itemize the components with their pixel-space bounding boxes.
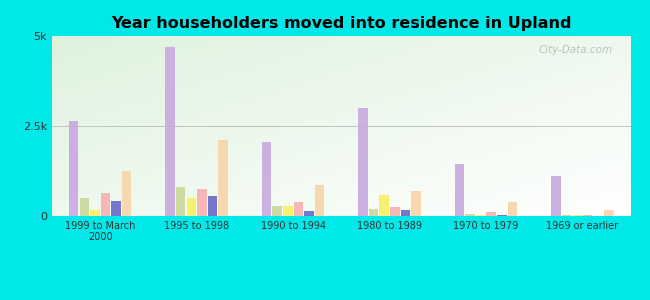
Bar — [272, 206, 282, 216]
Bar — [111, 200, 121, 216]
Bar — [369, 209, 378, 216]
Bar — [562, 215, 571, 216]
Bar — [101, 193, 111, 216]
Bar — [176, 187, 185, 216]
Bar — [90, 210, 99, 216]
Bar — [197, 189, 207, 216]
Bar — [380, 195, 389, 216]
Bar — [122, 171, 131, 216]
Bar — [208, 196, 217, 216]
Bar — [486, 212, 496, 216]
Bar — [390, 207, 400, 216]
Bar — [358, 108, 368, 216]
Bar — [79, 198, 89, 216]
Bar — [294, 202, 303, 216]
Bar — [604, 209, 614, 216]
Bar — [218, 140, 228, 216]
Bar — [411, 191, 421, 216]
Bar — [465, 214, 474, 216]
Text: City-Data.com: City-Data.com — [539, 45, 613, 55]
Bar — [283, 206, 292, 216]
Bar — [454, 164, 464, 216]
Bar — [497, 215, 506, 216]
Title: Year householders moved into residence in Upland: Year householders moved into residence i… — [111, 16, 571, 31]
Bar — [551, 176, 560, 216]
Bar — [400, 209, 410, 216]
Bar — [315, 185, 324, 216]
Bar — [572, 215, 582, 216]
Bar — [165, 47, 175, 216]
Bar — [583, 214, 592, 216]
Bar — [262, 142, 271, 216]
Bar — [508, 202, 517, 216]
Bar — [304, 211, 314, 216]
Bar — [476, 215, 486, 216]
Bar — [187, 198, 196, 216]
Bar — [69, 121, 79, 216]
